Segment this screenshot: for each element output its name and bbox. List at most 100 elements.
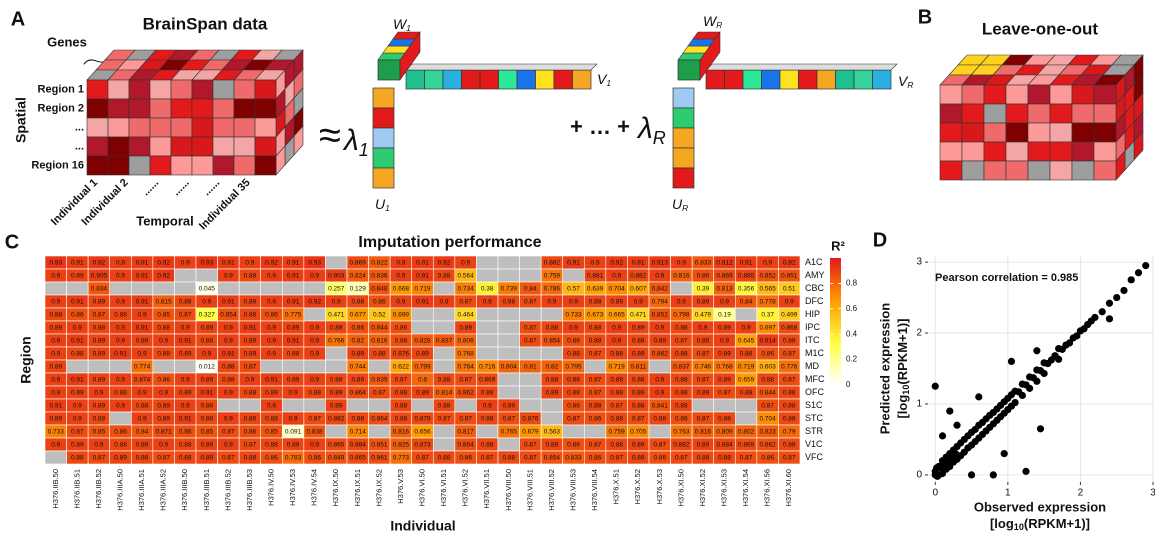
x-tick-label: H376.IIIA.50 <box>115 469 124 511</box>
cell-label: 0.89 <box>136 338 149 345</box>
cell-label: 0.88 <box>546 377 559 384</box>
x-tick-label: H376.IIB.52 <box>94 469 103 509</box>
cell-label: 0.86 <box>265 455 278 462</box>
cell-label: 0.88 <box>632 338 645 345</box>
cube-front-cell <box>191 136 214 157</box>
cube-front-cell <box>107 136 130 157</box>
cell-label: 0.89 <box>157 403 170 410</box>
cell-label: 0.87 <box>481 455 494 462</box>
cell-label: 0.88 <box>222 364 235 371</box>
cell-label: 0.9 <box>73 416 82 423</box>
cell-label: 0.89 <box>71 273 84 280</box>
v-vector-cell <box>424 69 444 90</box>
y-axis-label-pre: [log <box>895 395 910 419</box>
cell-label: 0.9 <box>591 260 600 267</box>
cell-label: 0.88 <box>395 403 408 410</box>
heatmap-cell <box>497 307 520 322</box>
cell-label: 0.8 <box>418 377 427 384</box>
cell-label: 0.87 <box>244 442 257 449</box>
y-tick-label: V1C <box>805 439 823 449</box>
cube-front-cell <box>86 98 109 119</box>
cell-label: 0.88 <box>567 390 580 397</box>
cell-label: 0.86 <box>567 338 580 345</box>
cell-label: 0.91 <box>287 338 300 345</box>
x-tick-label: H376.VI.51 <box>439 469 448 507</box>
scatter-point <box>1007 357 1016 366</box>
w1-label-sub: 1 <box>406 23 411 33</box>
cell-label: 0.91 <box>71 260 84 267</box>
heatmap-cell <box>476 424 499 439</box>
cell-label: 0.87 <box>524 338 537 345</box>
u-vector-cell <box>372 167 395 189</box>
cube-front-cell <box>254 79 277 100</box>
cube-front-cell <box>191 79 214 100</box>
heatmap-cell <box>217 281 240 296</box>
cell-label: 0.88 <box>761 377 774 384</box>
cell-label: 0.564 <box>458 273 475 280</box>
cell-label: 0.869 <box>716 273 733 280</box>
v-vector-cell <box>835 69 855 90</box>
approx-sign: ≈ <box>319 114 341 158</box>
cell-label: 0.89 <box>200 455 213 462</box>
heatmap-cell <box>476 320 499 335</box>
x-tick-label: H376.IIIB.51 <box>202 469 211 511</box>
cell-label: 0.9 <box>116 299 125 306</box>
cell-label: 0.89 <box>93 299 106 306</box>
cell-label: 0.869 <box>479 377 496 384</box>
x-tick-label: H376.VIII.53 <box>568 469 577 511</box>
cell-label: 0.89 <box>416 351 429 358</box>
heatmap-cell <box>432 281 456 296</box>
cell-label: 0.882 <box>630 273 647 280</box>
cell-label: 0.837 <box>436 338 453 345</box>
cell-label: 0.852 <box>760 273 777 280</box>
cube-front-cell <box>233 117 256 138</box>
heatmap-cell <box>519 346 542 361</box>
cell-label: 0.91 <box>222 299 235 306</box>
cube-front-cell <box>1005 141 1029 162</box>
cell-label: 0.471 <box>328 312 345 319</box>
ur-label-sub: R <box>682 203 688 213</box>
cell-label: 0.833 <box>695 260 712 267</box>
scatter-point <box>1098 308 1106 316</box>
cell-label: 0.699 <box>393 312 410 319</box>
cell-label: 0.87 <box>459 416 472 423</box>
cell-label: 0.89 <box>287 442 300 449</box>
cell-label: 0.565 <box>760 286 777 293</box>
cell-label: 0.88 <box>567 377 580 384</box>
cube-front-cell <box>128 117 151 138</box>
cell-label: 0.88 <box>783 442 796 449</box>
cell-label: 0.91 <box>632 260 645 267</box>
cell-label: 0.9 <box>224 338 233 345</box>
cell-label: 0.862 <box>458 390 475 397</box>
cell-label: 0.85 <box>265 429 278 436</box>
cell-label: 0.87 <box>740 455 753 462</box>
cell-label: 0.9 <box>138 390 147 397</box>
cell-label: 0.88 <box>136 455 149 462</box>
scatter-point <box>1011 398 1019 407</box>
heatmap-cell <box>87 359 111 374</box>
y-tick-label: STC <box>805 413 824 423</box>
v-vector-cell <box>816 69 836 90</box>
cell-label: 0.9 <box>547 299 556 306</box>
cell-label: 0.816 <box>371 338 388 345</box>
y-tick-label: MFC <box>805 374 825 384</box>
cube-front-cell <box>961 84 985 105</box>
cube-front-cell <box>170 79 193 100</box>
x-tick-label: H376.VIII.52 <box>547 469 556 511</box>
cell-label: 0.838 <box>307 429 324 436</box>
heatmap-cell <box>109 411 132 426</box>
cube-front-cell <box>1005 160 1029 181</box>
cube-front-cell <box>107 98 130 119</box>
cell-label: 0.88 <box>330 377 343 384</box>
cell-label: 0.045 <box>199 286 216 293</box>
colorbar-title: R² <box>831 238 845 253</box>
cell-label: 0.91 <box>567 260 580 267</box>
heatmap-cell <box>303 281 326 296</box>
v-vector-cell <box>405 69 425 90</box>
cell-label: 0.91 <box>244 325 257 332</box>
cell-label: 0.871 <box>156 429 173 436</box>
cell-label: 0.89 <box>71 390 84 397</box>
y-tick-label: MD <box>805 361 819 371</box>
cell-label: 0.88 <box>653 416 666 423</box>
cell-label: 0.775 <box>285 312 302 319</box>
